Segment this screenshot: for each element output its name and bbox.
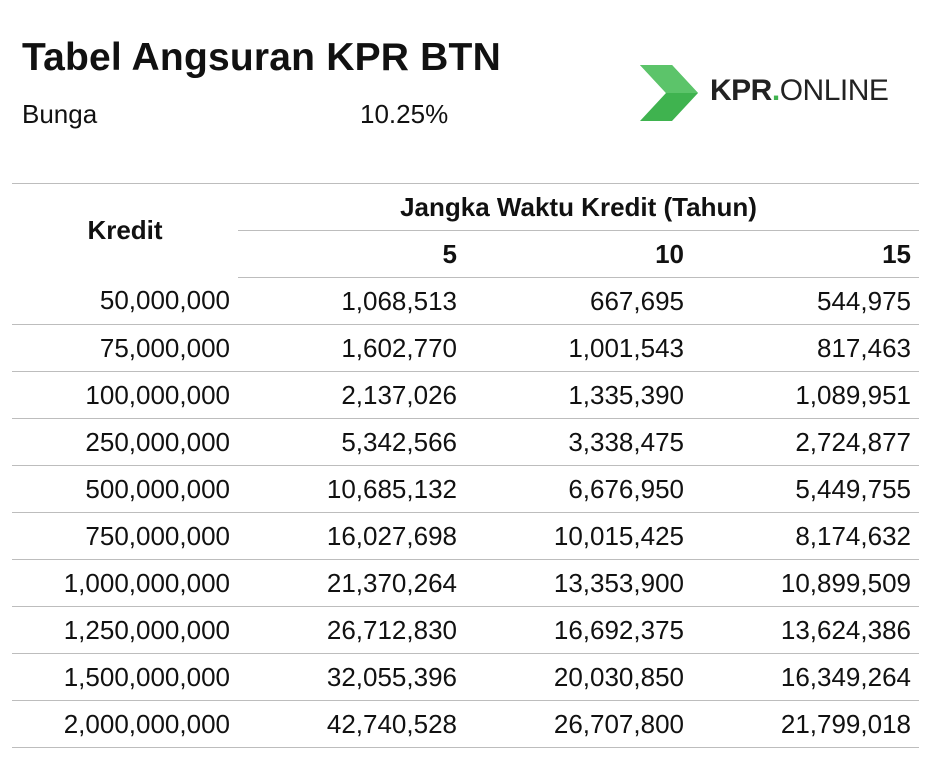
installment-cell: 1,602,770: [238, 324, 465, 372]
interest-rate-value: 10.25%: [360, 99, 449, 129]
logo-wordmark-kpr: KPR: [710, 74, 772, 107]
table-row: 750,000,000 16,027,698 10,015,425 8,174,632: [12, 512, 919, 560]
kredit-amount-cell: 750,000,000: [12, 512, 238, 560]
kredit-amount-cell: 1,000,000,000: [12, 559, 238, 607]
installment-cell: 8,174,632: [692, 512, 919, 560]
table-header-row: Kredit Jangka Waktu Kredit (Tahun): [12, 183, 919, 278]
installment-cell: 1,335,390: [465, 371, 692, 419]
installment-cell: 21,370,264: [238, 559, 465, 607]
installment-cell: 10,899,509: [692, 559, 919, 607]
installment-cell: 3,338,475: [465, 418, 692, 466]
logo-wordmark-dot: .: [771, 74, 780, 107]
kredit-amount-cell: 100,000,000: [12, 371, 238, 419]
table-row: 2,000,000,000 42,740,528 26,707,800 21,799,…: [12, 700, 919, 748]
column-header-year: 5: [238, 230, 465, 278]
table-body: 50,000,000 1,068,513 667,695 544,975 75,000,…: [12, 277, 919, 748]
installment-table: Kredit Jangka Waktu Kredit (Tahun) 5 10 …: [12, 183, 919, 748]
column-header-year: 10: [465, 230, 692, 278]
kredit-amount-cell: 1,500,000,000: [12, 653, 238, 701]
installment-cell: 10,685,132: [238, 465, 465, 513]
installment-cell: 16,692,375: [465, 606, 692, 654]
installment-cell: 16,027,698: [238, 512, 465, 560]
column-header-year: 15: [692, 230, 919, 278]
table-row: 1,250,000,000 26,712,830 16,692,375 13,624,…: [12, 606, 919, 654]
installment-cell: 544,975: [692, 277, 919, 325]
table-row: 500,000,000 10,685,132 6,676,950 5,449,755: [12, 465, 919, 513]
installment-cell: 26,712,830: [238, 606, 465, 654]
kredit-amount-cell: 250,000,000: [12, 418, 238, 466]
installment-cell: 6,676,950: [465, 465, 692, 513]
installment-cell: 5,342,566: [238, 418, 465, 466]
installment-cell: 2,724,877: [692, 418, 919, 466]
kpr-online-logo: KPR.ONLINE: [640, 65, 930, 121]
kredit-amount-cell: 75,000,000: [12, 324, 238, 372]
column-group-header-term: Jangka Waktu Kredit (Tahun): [238, 183, 919, 231]
kredit-amount-cell: 2,000,000,000: [12, 700, 238, 748]
interest-rate-label: Bunga: [22, 99, 98, 129]
installment-cell: 10,015,425: [465, 512, 692, 560]
kredit-amount-cell: 500,000,000: [12, 465, 238, 513]
table-row: 1,000,000,000 21,370,264 13,353,900 10,899,…: [12, 559, 919, 607]
kredit-amount-cell: 1,250,000,000: [12, 606, 238, 654]
installment-cell: 42,740,528: [238, 700, 465, 748]
table-row: 100,000,000 2,137,026 1,335,390 1,089,951: [12, 371, 919, 419]
logo-wordmark-online: ONLINE: [779, 74, 889, 107]
table-row: 1,500,000,000 32,055,396 20,030,850 16,349,…: [12, 653, 919, 701]
installment-cell: 667,695: [465, 277, 692, 325]
installment-cell: 2,137,026: [238, 371, 465, 419]
installment-cell: 5,449,755: [692, 465, 919, 513]
page-title: Tabel Angsuran KPR BTN: [22, 36, 501, 79]
logo-wordmark: KPR.ONLINE: [710, 74, 889, 108]
installment-cell: 1,001,543: [465, 324, 692, 372]
table-subheader-row: 5 10 15: [12, 230, 919, 278]
installment-cell: 16,349,264: [692, 653, 919, 701]
installment-cell: 32,055,396: [238, 653, 465, 701]
installment-cell: 817,463: [692, 324, 919, 372]
column-header-kredit: Kredit: [12, 183, 238, 278]
installment-cell: 21,799,018: [692, 700, 919, 748]
table-row: 50,000,000 1,068,513 667,695 544,975: [12, 277, 919, 325]
installment-cell: 1,068,513: [238, 277, 465, 325]
installment-cell: 1,089,951: [692, 371, 919, 419]
table-row: 250,000,000 5,342,566 3,338,475 2,724,877: [12, 418, 919, 466]
table-row: 75,000,000 1,602,770 1,001,543 817,463: [12, 324, 919, 372]
installment-cell: 13,624,386: [692, 606, 919, 654]
installment-cell: 20,030,850: [465, 653, 692, 701]
chevron-logo-icon: [640, 65, 698, 121]
installment-cell: 26,707,800: [465, 700, 692, 748]
installment-cell: 13,353,900: [465, 559, 692, 607]
kredit-amount-cell: 50,000,000: [12, 277, 238, 325]
